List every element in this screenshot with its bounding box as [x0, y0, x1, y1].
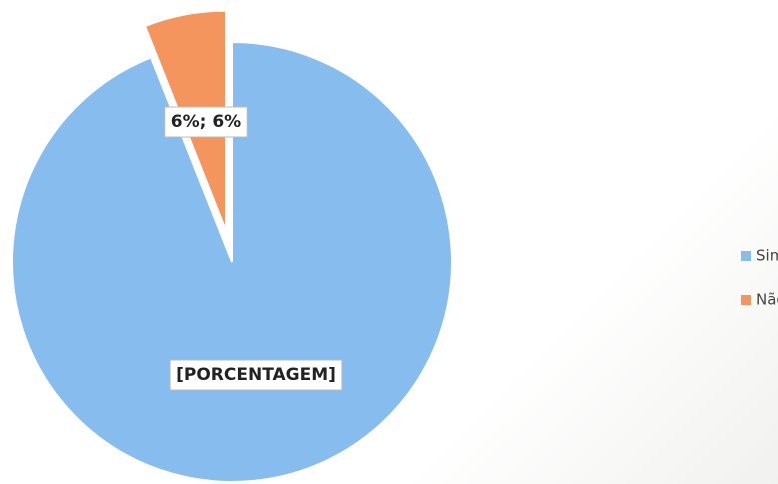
data-label-text: [PORCENTAGEM] — [176, 365, 336, 385]
legend-swatch — [741, 251, 751, 261]
legend-label: Não — [756, 291, 778, 309]
data-label-box — [169, 359, 343, 391]
data-label: [PORCENTAGEM] — [169, 359, 343, 391]
legend-label: Sim — [756, 247, 778, 265]
legend-swatch — [741, 295, 751, 305]
data-label-text: 6%; 6% — [171, 112, 241, 132]
data-label: 6%; 6% — [164, 106, 248, 138]
data-label-box — [164, 106, 248, 138]
